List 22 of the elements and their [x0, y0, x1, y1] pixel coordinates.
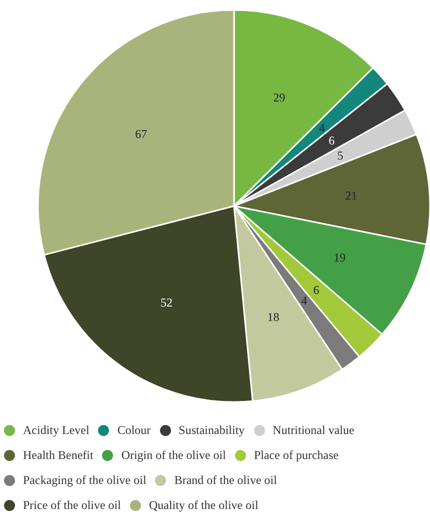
data-label: 4: [301, 293, 308, 308]
legend-label: Health Benefit: [23, 448, 94, 463]
legend-label: Place of purchase: [254, 448, 339, 463]
data-label: 5: [337, 148, 344, 163]
legend-label: Brand of the olive oil: [174, 473, 277, 488]
data-label: 67: [135, 126, 148, 141]
data-label: 52: [160, 295, 172, 310]
data-label: 18: [267, 310, 280, 324]
data-label: 6: [313, 283, 320, 297]
legend-label: Colour: [117, 423, 151, 438]
legend-label: Packaging of the olive oil: [23, 473, 146, 488]
data-label: 4: [318, 120, 325, 135]
data-label: 29: [273, 90, 286, 104]
legend-label: Sustainability: [178, 423, 245, 438]
legend-label: Nutritional value: [272, 423, 354, 438]
data-label: 19: [334, 250, 346, 265]
legend-label: Origin of the olive oil: [121, 448, 226, 463]
legend-label: Acidity Level: [23, 423, 90, 438]
legend-label: Price of the olive oil: [23, 498, 121, 513]
data-label: 21: [345, 188, 358, 203]
legend-label: Quality of the olive oil: [148, 498, 258, 513]
data-label: 6: [328, 133, 335, 148]
